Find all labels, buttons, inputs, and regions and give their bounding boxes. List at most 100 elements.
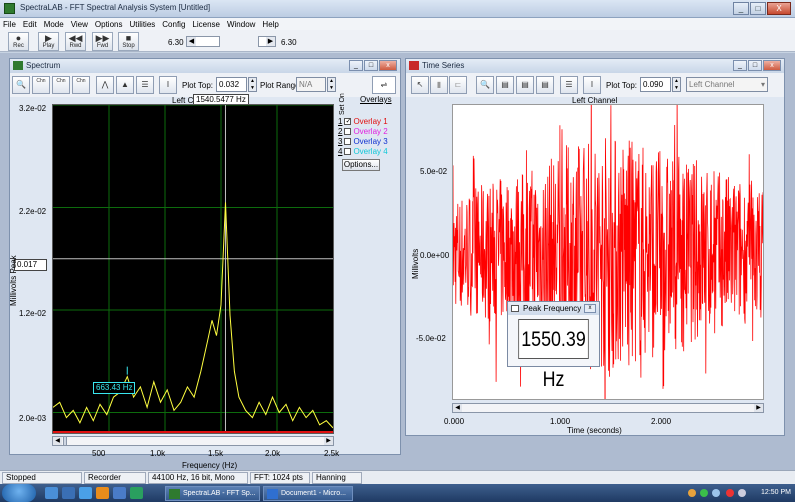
- quicklaunch-ie-icon[interactable]: [79, 487, 92, 499]
- menu-license[interactable]: License: [192, 19, 220, 29]
- tray-alert-icon[interactable]: [726, 489, 734, 497]
- ts-cursor-marker-icon[interactable]: I: [583, 76, 601, 94]
- channel-2-icon[interactable]: Chn: [52, 76, 70, 94]
- peak-frequency-window[interactable]: Peak Frequency x 1550.39 Hz: [507, 301, 600, 391]
- task-document[interactable]: Document1 - Micro...: [263, 486, 353, 501]
- close-button[interactable]: X: [767, 2, 791, 15]
- spectrum-mode-icon[interactable]: ⇌: [372, 76, 396, 94]
- position-left-scroll[interactable]: ◀: [186, 36, 220, 47]
- menu-options[interactable]: Options: [94, 19, 123, 29]
- menu-mode[interactable]: Mode: [43, 19, 64, 29]
- play-button[interactable]: ▶ Play: [38, 32, 59, 51]
- menu-window[interactable]: Window: [226, 19, 256, 29]
- word-task-icon: [267, 489, 278, 499]
- time-series-maximize-button[interactable]: □: [748, 60, 762, 71]
- quicklaunch-word-icon[interactable]: [113, 487, 126, 499]
- record-button[interactable]: ● Rec: [8, 32, 29, 51]
- ts-channel-3-icon[interactable]: ▤: [536, 76, 554, 94]
- area-plot-icon[interactable]: ▲: [116, 76, 134, 94]
- overlay-row-3[interactable]: 3 Overlay 3: [338, 137, 388, 146]
- cursor-marker-icon[interactable]: I: [159, 76, 177, 94]
- channel-select[interactable]: Left Channel ▾: [686, 77, 768, 92]
- overlay-row-2[interactable]: 2 Overlay 2: [338, 127, 388, 136]
- ts-horizontal-scrollbar[interactable]: ◀ ▶: [452, 403, 764, 413]
- time-series-plot-area[interactable]: [452, 67, 764, 453]
- overlay-set-1[interactable]: 1: [338, 117, 343, 126]
- options-button[interactable]: Options...: [342, 159, 380, 171]
- line-plot-icon[interactable]: ⋀: [96, 76, 114, 94]
- position-right-scroll[interactable]: ▶: [258, 36, 276, 47]
- quicklaunch-explorer-icon[interactable]: [62, 487, 75, 499]
- tray-flag-icon[interactable]: [712, 489, 720, 497]
- table-view-icon[interactable]: ☰: [136, 76, 154, 94]
- menu-config[interactable]: Config: [162, 19, 186, 29]
- peak-frequency-title-bar: Peak Frequency x: [508, 302, 599, 315]
- spectrum-y-axis-label: Millivolts Peak: [9, 255, 18, 306]
- start-button[interactable]: [2, 484, 36, 502]
- scroll-thumb[interactable]: [63, 437, 67, 445]
- scroll-left-icon[interactable]: ◀: [53, 437, 62, 445]
- overlay-set-4[interactable]: 4: [338, 147, 343, 156]
- menu-file[interactable]: File: [3, 19, 16, 29]
- plot-range-input[interactable]: N/A: [296, 77, 326, 92]
- channel-1-icon[interactable]: Chn: [32, 76, 50, 94]
- ts-plot-top-input[interactable]: 0.090: [640, 77, 671, 92]
- overlay-row-4[interactable]: 4 Overlay 4: [338, 147, 388, 156]
- plot-top-stepper[interactable]: ▲ ▼: [248, 77, 257, 92]
- play-icon: ▶: [45, 33, 52, 43]
- plot-range-stepper[interactable]: ▲ ▼: [327, 77, 336, 92]
- menu-view[interactable]: View: [70, 19, 88, 29]
- minimize-button[interactable]: _: [733, 2, 749, 15]
- plot-top-input[interactable]: 0.032: [216, 77, 247, 92]
- task-spectralab[interactable]: SpectraLAB - FFT Sp...: [165, 486, 260, 501]
- cursor-range-icon[interactable]: ⊏: [449, 76, 467, 94]
- overlay-checkbox-2[interactable]: [344, 128, 352, 135]
- overlay-set-3[interactable]: 3: [338, 137, 343, 146]
- zoom-icon[interactable]: 🔍: [12, 76, 30, 94]
- overlay-checkbox-3[interactable]: [344, 138, 352, 145]
- peak-frequency-value: 1550.39 Hz: [518, 319, 589, 391]
- forward-button[interactable]: ▶▶ Fwd: [92, 32, 113, 51]
- channel-3-icon[interactable]: Chn: [72, 76, 90, 94]
- rewind-button[interactable]: ◀◀ Rwd: [65, 32, 86, 51]
- scroll-right-arrow-icon[interactable]: ▶: [266, 37, 275, 46]
- quicklaunch-media-icon[interactable]: [96, 487, 109, 499]
- spectrum-maximize-button[interactable]: □: [364, 60, 378, 71]
- spectrum-plot-area[interactable]: [52, 104, 334, 434]
- ts-scroll-right-icon[interactable]: ▶: [754, 404, 763, 412]
- cursor-bar-icon[interactable]: ▮: [430, 76, 448, 94]
- tray-network-icon[interactable]: [688, 489, 696, 497]
- play-label: Play: [42, 43, 55, 49]
- peak-frequency-title: Peak Frequency: [523, 304, 582, 313]
- ts-scroll-left-icon[interactable]: ◀: [453, 404, 462, 412]
- tray-app-icon[interactable]: [700, 489, 708, 497]
- menu-utilities[interactable]: Utilities: [129, 19, 156, 29]
- ts-plot-top-stepper[interactable]: ▲ ▼: [672, 77, 681, 92]
- tray-volume-icon[interactable]: [738, 489, 746, 497]
- peak-close-icon[interactable]: x: [584, 304, 596, 313]
- spectrum-close-button[interactable]: x: [379, 60, 397, 71]
- scroll-left-arrow-icon[interactable]: ◀: [187, 37, 196, 46]
- quicklaunch-app-icon[interactable]: [130, 487, 143, 499]
- overlay-row-1[interactable]: 1 ✓ Overlay 1: [338, 117, 388, 126]
- menu-edit[interactable]: Edit: [22, 19, 37, 29]
- ts-zoom-icon[interactable]: 🔍: [476, 76, 494, 94]
- ts-channel-1-icon[interactable]: ▤: [496, 76, 514, 94]
- stop-button[interactable]: ■ Stop: [118, 32, 139, 51]
- ts-table-view-icon[interactable]: ☰: [560, 76, 578, 94]
- time-series-close-button[interactable]: x: [763, 60, 781, 71]
- cursor-arrow-icon[interactable]: ↖: [411, 76, 429, 94]
- maximize-button[interactable]: □: [750, 2, 766, 15]
- overlay-set-2[interactable]: 2: [338, 127, 343, 136]
- overlay-checkbox-4[interactable]: [344, 148, 352, 155]
- spectrum-minimize-button[interactable]: _: [349, 60, 363, 71]
- ts-ytick-label: -5.0e-02: [416, 334, 446, 343]
- spectrum-xtick-label: 500: [92, 449, 106, 458]
- scroll-right-icon[interactable]: ▶: [324, 437, 333, 445]
- time-series-minimize-button[interactable]: _: [733, 60, 747, 71]
- overlay-checkbox-1[interactable]: ✓: [344, 118, 352, 125]
- spectrum-horizontal-scrollbar[interactable]: ◀ ▶: [52, 436, 334, 446]
- menu-help[interactable]: Help: [262, 19, 279, 29]
- ts-channel-2-icon[interactable]: ▤: [516, 76, 534, 94]
- quicklaunch-desktop-icon[interactable]: [45, 487, 58, 499]
